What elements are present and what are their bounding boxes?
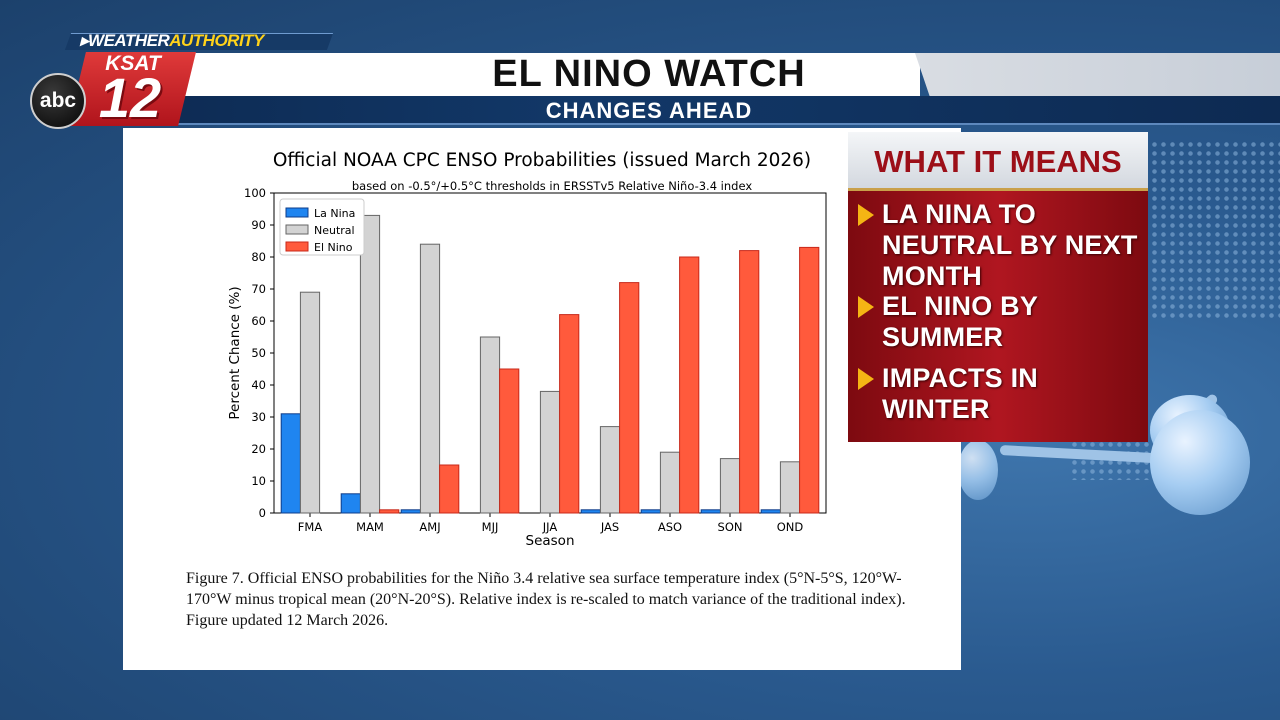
bar-la-nina [400, 509, 421, 514]
y-tick-label: 70 [251, 282, 266, 296]
subtitle-banner [120, 96, 1280, 125]
y-tick-label: 0 [259, 506, 266, 520]
bar-el-nino [619, 282, 640, 514]
y-tick-label: 10 [251, 474, 266, 488]
bar-el-nino [379, 509, 400, 514]
panel-body [848, 188, 1148, 442]
x-tick-label: SON [718, 520, 743, 534]
y-tick-label: 100 [244, 186, 266, 200]
legend-swatch-neutral [285, 224, 309, 235]
chart-card: Official NOAA CPC ENSO Probabilities (is… [123, 128, 961, 670]
x-tick-label: JAS [600, 520, 619, 534]
brand-authority: AUTHORITY [169, 31, 264, 50]
x-tick-label: MAM [356, 520, 384, 534]
panel-header [848, 132, 1148, 188]
molecule-sphere-decoration [958, 440, 998, 500]
bar-neutral [299, 291, 321, 514]
network-logo: abc [30, 73, 86, 129]
bar-el-nino [499, 368, 520, 514]
bar-la-nina [340, 493, 361, 514]
figure-caption: Figure 7. Official ENSO probabilities fo… [186, 570, 906, 629]
play-arrow-icon [858, 296, 874, 318]
bullet-text: EL NINO BY SUMMER [882, 291, 1038, 352]
y-tick-label: 50 [251, 346, 266, 360]
station-logo [68, 52, 196, 126]
page-title: EL NINO WATCH [492, 53, 806, 95]
bar-el-nino [559, 314, 580, 514]
station-name: KSAT [105, 52, 161, 75]
brand-weather: WEATHER [88, 31, 170, 50]
legend-label: El Nino [314, 241, 353, 254]
y-tick-label: 90 [251, 218, 266, 232]
x-tick-label: ASO [658, 520, 682, 534]
legend-label: Neutral [314, 224, 355, 237]
bar-neutral [659, 451, 681, 514]
bar-el-nino [679, 256, 700, 514]
y-tick-label: 80 [251, 250, 266, 264]
x-axis-label: Season [526, 533, 575, 549]
y-tick-label: 40 [251, 378, 266, 392]
bar-el-nino [799, 246, 820, 514]
bar-neutral [719, 458, 741, 514]
panel-title: WHAT IT MEANS [874, 144, 1122, 179]
bar-neutral [359, 214, 381, 514]
bar-neutral [419, 243, 441, 514]
title-banner-accent [915, 53, 1280, 96]
x-tick-label: FMA [298, 520, 323, 534]
play-arrow-icon [858, 368, 874, 390]
legend-swatch-la-nina [285, 207, 309, 218]
molecule-sphere-decoration [1150, 410, 1250, 515]
x-tick-label: MJJ [482, 520, 499, 534]
y-tick-label: 60 [251, 314, 266, 328]
bullet-text: IMPACTS IN WINTER [882, 363, 1038, 424]
enso-probability-chart: Official NOAA CPC ENSO Probabilities (is… [227, 150, 827, 549]
x-tick-label: OND [777, 520, 804, 534]
bar-el-nino [739, 250, 760, 514]
y-axis-label: Percent Chance (%) [227, 286, 243, 419]
bar-la-nina [640, 509, 661, 514]
dot-pattern-decoration [1150, 140, 1280, 320]
bar-neutral [779, 461, 801, 514]
play-arrow-icon [858, 204, 874, 226]
title-banner [185, 53, 920, 96]
page-subtitle: CHANGES AHEAD [545, 98, 753, 123]
bar-el-nino [439, 464, 460, 514]
bar-neutral [539, 390, 561, 514]
weather-authority-logo: ▸WEATHERAUTHORITY [80, 31, 264, 50]
y-tick-label: 20 [251, 442, 266, 456]
bar-la-nina [760, 509, 781, 514]
chart-subtitle: based on -0.5°/+0.5°C thresholds in ERSS… [352, 179, 752, 193]
legend-swatch-el-nino [285, 241, 309, 252]
bullet-text: LA NINA TO NEUTRAL BY NEXT MONTH [882, 199, 1138, 291]
chart-title: Official NOAA CPC ENSO Probabilities (is… [273, 150, 811, 171]
bar-la-nina [700, 509, 721, 514]
x-tick-label: JJA [542, 520, 558, 534]
bar-neutral [599, 426, 621, 514]
channel-number: 12 [98, 66, 162, 129]
legend-label: La Nina [314, 207, 355, 220]
bar-neutral [479, 336, 501, 514]
bar-la-nina [580, 509, 601, 514]
x-tick-label: AMJ [419, 520, 440, 534]
bar-la-nina [280, 413, 301, 514]
y-tick-label: 30 [251, 410, 266, 424]
